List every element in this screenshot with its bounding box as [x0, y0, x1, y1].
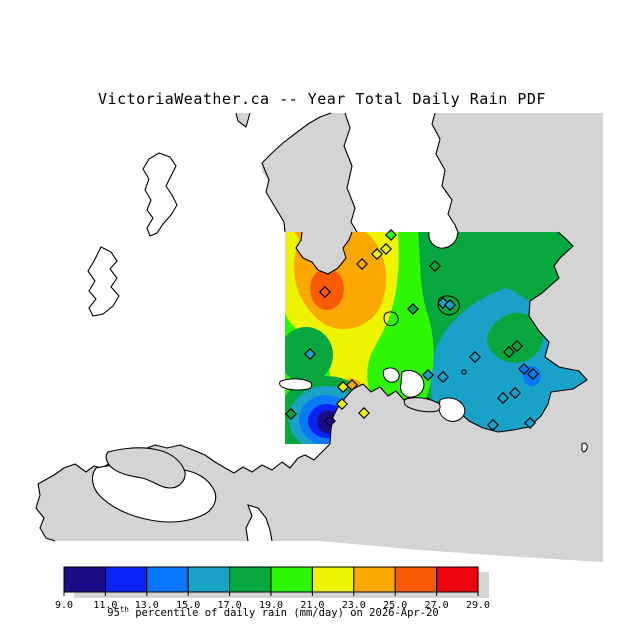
station-marker-diamond — [511, 340, 523, 352]
station-marker-diamond — [319, 286, 331, 298]
caption-base: 95 — [107, 607, 120, 619]
station-marker-diamond — [444, 299, 456, 311]
colorbar-cell — [187, 566, 231, 593]
station-marker-diamond — [497, 392, 509, 404]
colorbar-cells — [63, 566, 479, 593]
station-marker-diamond — [527, 368, 539, 380]
coastlines — [35, 112, 588, 542]
station-marker-diamond — [304, 348, 316, 360]
colorbar-cell — [436, 566, 479, 593]
colorbar-cell — [229, 566, 272, 593]
island-north — [142, 152, 178, 237]
colorbar-cell — [353, 566, 396, 593]
colorbar-tick-label: 19.0 — [259, 600, 283, 611]
inlet-tip — [428, 231, 459, 249]
colorbar: 9.0 11.0 13.0 15.0 17.0 19.0 21.0 23.0 25.0 27.0 2… — [55, 566, 490, 619]
station-marker-diamond — [509, 387, 521, 399]
colorbar-cell — [63, 566, 106, 593]
colorbar-tick-label: 25.0 — [383, 600, 407, 611]
map-title: VictoriaWeather.ca -- Year Total Daily R… — [98, 90, 546, 108]
station-marker-diamond — [380, 243, 392, 255]
station-marker-diamond — [437, 371, 449, 383]
colorbar-tick-label: 17.0 — [218, 600, 242, 611]
colorbar-cell — [311, 566, 355, 593]
colorbar-tick-label: 11.0 — [93, 600, 117, 611]
colorbar-tick-label: 27.0 — [425, 600, 449, 611]
colorbar-tick-label: 29.0 — [466, 600, 490, 611]
station-marker-diamond — [429, 260, 441, 272]
colorbar-tickmarks — [63, 592, 479, 596]
station-marker-diamond — [358, 407, 370, 419]
colorbar-caption: 95th percentile of daily rain (mm/day) o… — [107, 605, 438, 619]
colorbar-tick-label: 15.0 — [176, 600, 200, 611]
station-markers — [285, 229, 539, 431]
colorbar-tick-label: 9.0 — [55, 600, 73, 611]
station-marker-diamond — [503, 346, 515, 358]
station-marker-diamond — [524, 417, 536, 429]
station-marker-diamond — [346, 379, 358, 391]
island-south — [87, 246, 120, 317]
station-marker-diamond — [336, 398, 348, 410]
station-marker-diamond — [469, 351, 481, 363]
colorbar-tick-label: 13.0 — [135, 600, 159, 611]
colorbar-cell — [270, 566, 313, 593]
station-marker-diamond — [285, 408, 297, 420]
land-west-of-inlet — [262, 113, 357, 232]
station-marker-diamond — [422, 369, 434, 381]
colorbar-cell — [146, 566, 189, 593]
promontory — [295, 231, 353, 275]
caption-superscript: th — [120, 605, 129, 614]
land-east-south — [36, 113, 603, 562]
station-marker-diamond — [356, 258, 368, 270]
station-marker-diamond — [518, 363, 530, 375]
colorbar-ticklabels: 9.0 11.0 13.0 15.0 17.0 19.0 21.0 23.0 25.0 27.0 2… — [55, 600, 490, 611]
colorbar-cell — [104, 566, 148, 593]
station-marker-diamond — [487, 419, 499, 431]
station-marker-diamond — [371, 248, 383, 260]
colorbar-tick-label: 23.0 — [342, 600, 366, 611]
station-marker-diamond — [407, 303, 419, 315]
colorbar-cell — [394, 566, 438, 593]
caption-rest: percentile of daily rain (mm/day) on 202… — [129, 607, 439, 619]
station-marker-diamond — [324, 415, 336, 427]
colorbar-tick-label: 21.0 — [300, 600, 324, 611]
water-features — [87, 152, 588, 542]
land-masses — [36, 112, 603, 562]
station-marker-diamond — [385, 229, 397, 241]
